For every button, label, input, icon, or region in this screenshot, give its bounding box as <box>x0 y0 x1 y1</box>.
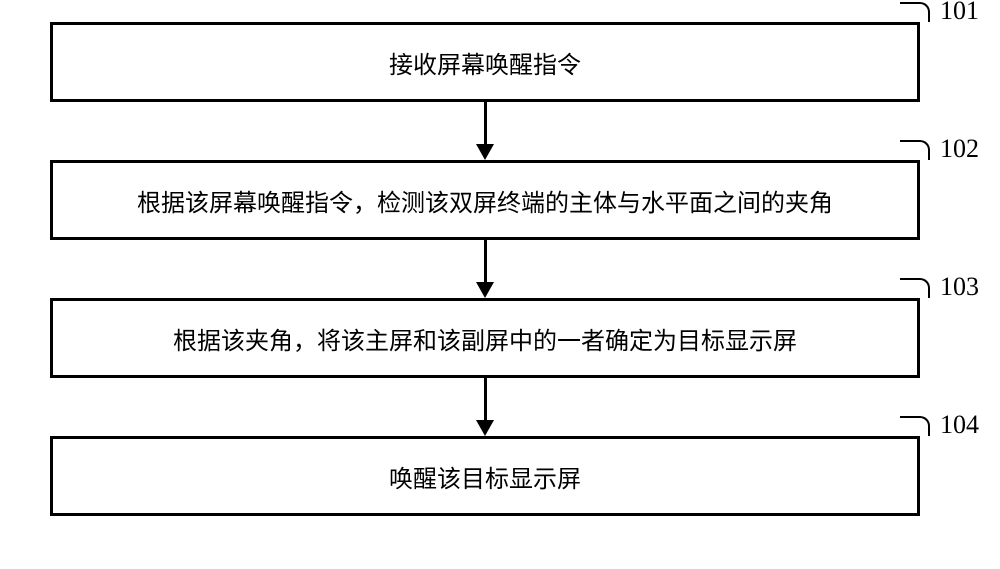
step-label-104: 104 <box>940 410 979 440</box>
arrow-head-icon <box>476 144 494 160</box>
step-text: 唤醒该目标显示屏 <box>389 459 581 494</box>
step-text: 根据该夹角，将该主屏和该副屏中的一者确定为目标显示屏 <box>173 321 797 356</box>
arrow-line <box>484 378 487 422</box>
flowchart-step-104: 唤醒该目标显示屏 <box>50 436 920 516</box>
leader-line <box>900 140 930 160</box>
step-label-102: 102 <box>940 134 979 164</box>
flowchart-canvas: 接收屏幕唤醒指令 101 根据该屏幕唤醒指令，检测该双屏终端的主体与水平面之间的夹角… <box>0 0 1000 569</box>
leader-line <box>900 2 930 22</box>
arrow-line <box>484 240 487 284</box>
flowchart-step-103: 根据该夹角，将该主屏和该副屏中的一者确定为目标显示屏 <box>50 298 920 378</box>
leader-line <box>900 416 930 436</box>
step-label-101: 101 <box>940 0 979 26</box>
flowchart-step-101: 接收屏幕唤醒指令 <box>50 22 920 102</box>
flowchart-step-102: 根据该屏幕唤醒指令，检测该双屏终端的主体与水平面之间的夹角 <box>50 160 920 240</box>
arrow-head-icon <box>476 282 494 298</box>
leader-line <box>900 278 930 298</box>
step-label-103: 103 <box>940 272 979 302</box>
step-text: 根据该屏幕唤醒指令，检测该双屏终端的主体与水平面之间的夹角 <box>137 183 833 218</box>
arrow-line <box>484 102 487 146</box>
arrow-head-icon <box>476 420 494 436</box>
step-text: 接收屏幕唤醒指令 <box>389 45 581 80</box>
